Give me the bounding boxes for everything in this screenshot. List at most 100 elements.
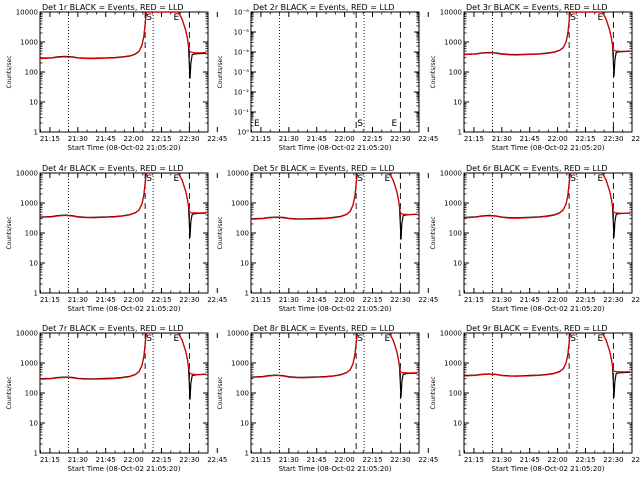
x-axis-label: Start Time (08-Oct-02 21:05:20) bbox=[68, 465, 181, 473]
start-marker-label: S bbox=[570, 334, 576, 344]
x-tick-label: 22:45 bbox=[207, 296, 227, 304]
y-tick-label: 10 bbox=[29, 420, 38, 428]
y-tick-label: 100 bbox=[25, 69, 38, 77]
x-tick-label: 21:15 bbox=[464, 135, 484, 143]
y-tick-label: 1 bbox=[458, 450, 462, 458]
y-tick-label: 1 bbox=[245, 290, 249, 298]
y-tick-label: 10⁰ bbox=[237, 129, 249, 137]
panel-det-9: Det 9r BLACK = Events, RED = LLD Counts/s… bbox=[430, 324, 640, 473]
x-axis-label: Start Time (08-Oct-02 21:05:20) bbox=[279, 144, 392, 152]
x-axis-label: Start Time (08-Oct-02 21:05:20) bbox=[492, 305, 605, 313]
x-tick-label: 21:45 bbox=[520, 456, 540, 464]
series-lld-line bbox=[464, 333, 631, 377]
y-tick-label: 10 bbox=[240, 260, 249, 268]
x-tick-label: 21:45 bbox=[96, 135, 116, 143]
y-tick-label: 10000 bbox=[440, 330, 462, 338]
panel-det-5: Det 5r BLACK = Events, RED = LLD Counts/s… bbox=[217, 164, 438, 313]
end-marker-label: E bbox=[174, 334, 180, 344]
x-tick-label: 22:00 bbox=[548, 135, 568, 143]
x-tick-label: 21:30 bbox=[68, 296, 88, 304]
panel-title: Det 6r BLACK = Events, RED = LLD bbox=[466, 164, 608, 173]
end-marker-label: E bbox=[598, 334, 604, 344]
x-tick-label: 22:30 bbox=[179, 296, 199, 304]
y-tick-label: 1000 bbox=[20, 200, 38, 208]
panel-det-8: Det 8r BLACK = Events, RED = LLD Counts/s… bbox=[217, 324, 438, 473]
x-tick-label: 21:15 bbox=[40, 456, 60, 464]
x-tick-label: 22:45 bbox=[418, 135, 438, 143]
y-tick-label: 10000 bbox=[440, 9, 462, 17]
y-tick-label: 10 bbox=[453, 99, 462, 107]
panel-det-4: Det 4r BLACK = Events, RED = LLD Counts/s… bbox=[6, 164, 227, 313]
end-marker-label: E bbox=[598, 13, 604, 23]
x-tick-label: 22:00 bbox=[124, 456, 144, 464]
x-tick-label: 22:00 bbox=[335, 456, 355, 464]
x-tick-label: 21:45 bbox=[520, 296, 540, 304]
series-lld-line bbox=[40, 333, 207, 380]
end-marker-label: E bbox=[385, 174, 391, 184]
x-tick-label: 22:30 bbox=[179, 135, 199, 143]
y-axis-label: Counts/sec bbox=[430, 55, 437, 88]
y-tick-label: 100 bbox=[236, 390, 249, 398]
x-tick-label: 21:30 bbox=[492, 296, 512, 304]
x-tick-label: 22:45 bbox=[207, 456, 227, 464]
y-tick-label: 10000 bbox=[227, 170, 249, 178]
series-lld-line bbox=[251, 333, 418, 379]
x-tick-label: 22:45 bbox=[631, 296, 640, 304]
x-tick-label: 21:15 bbox=[40, 135, 60, 143]
y-axis-label: Counts/sec bbox=[217, 216, 224, 249]
start-marker-label: S bbox=[146, 334, 152, 344]
panel-title: Det 9r BLACK = Events, RED = LLD bbox=[466, 324, 608, 333]
x-tick-label: 21:15 bbox=[464, 296, 484, 304]
y-tick-label: 100 bbox=[25, 390, 38, 398]
x-tick-label: 21:30 bbox=[279, 456, 299, 464]
y-tick-label: 1000 bbox=[20, 360, 38, 368]
y-tick-label: 1 bbox=[458, 129, 462, 137]
y-tick-label: 1000 bbox=[231, 200, 249, 208]
x-tick-label: 22:30 bbox=[179, 456, 199, 464]
series-lld-line bbox=[40, 173, 207, 219]
y-tick-label: 10⁻¹ bbox=[234, 109, 250, 117]
y-tick-label: 10000 bbox=[440, 170, 462, 178]
x-tick-label: 22:45 bbox=[207, 135, 227, 143]
x-tick-label: 22:30 bbox=[390, 456, 410, 464]
panel-title: Det 8r BLACK = Events, RED = LLD bbox=[253, 324, 395, 333]
y-tick-label: 1 bbox=[34, 450, 38, 458]
x-tick-label: 22:30 bbox=[390, 296, 410, 304]
x-tick-label: 21:30 bbox=[279, 296, 299, 304]
x-tick-label: 21:30 bbox=[492, 456, 512, 464]
x-tick-label: 21:30 bbox=[68, 135, 88, 143]
x-tick-label: 21:15 bbox=[251, 456, 271, 464]
x-tick-label: 22:15 bbox=[151, 296, 171, 304]
x-tick-label: 21:45 bbox=[96, 456, 116, 464]
x-tick-label: 22:15 bbox=[575, 296, 595, 304]
y-tick-label: 10⁻² bbox=[234, 89, 250, 97]
y-tick-label: 1000 bbox=[444, 200, 462, 208]
y-tick-label: 10000 bbox=[16, 330, 38, 338]
x-tick-label: 22:30 bbox=[603, 135, 623, 143]
start-marker-label: S bbox=[570, 13, 576, 23]
x-axis-label: Start Time (08-Oct-02 21:05:20) bbox=[68, 305, 181, 313]
y-tick-label: 1000 bbox=[231, 360, 249, 368]
y-axis-label: Counts/sec bbox=[6, 55, 13, 88]
y-tick-label: 100 bbox=[25, 230, 38, 238]
x-axis-label: Start Time (08-Oct-02 21:05:20) bbox=[492, 465, 605, 473]
y-tick-label: 1000 bbox=[20, 39, 38, 47]
y-tick-label: 10000 bbox=[16, 9, 38, 17]
x-axis-label: Start Time (08-Oct-02 21:05:20) bbox=[279, 465, 392, 473]
start-marker-label: S bbox=[357, 174, 363, 184]
y-tick-label: 10000 bbox=[16, 170, 38, 178]
series-lld-line bbox=[464, 12, 631, 56]
end-marker-label: E bbox=[174, 174, 180, 184]
y-axis-label: Counts/sec bbox=[6, 376, 13, 409]
x-tick-label: 22:45 bbox=[418, 296, 438, 304]
y-tick-label: 10 bbox=[240, 420, 249, 428]
end-marker-label: E bbox=[174, 13, 180, 23]
start-marker-label: S bbox=[146, 13, 152, 23]
x-tick-label: 21:15 bbox=[40, 296, 60, 304]
y-tick-label: 10 bbox=[453, 420, 462, 428]
x-tick-label: 22:00 bbox=[124, 296, 144, 304]
y-tick-label: 10 bbox=[29, 260, 38, 268]
y-tick-label: 10⁻⁴ bbox=[234, 49, 250, 57]
x-axis-label: Start Time (08-Oct-02 21:05:20) bbox=[279, 305, 392, 313]
